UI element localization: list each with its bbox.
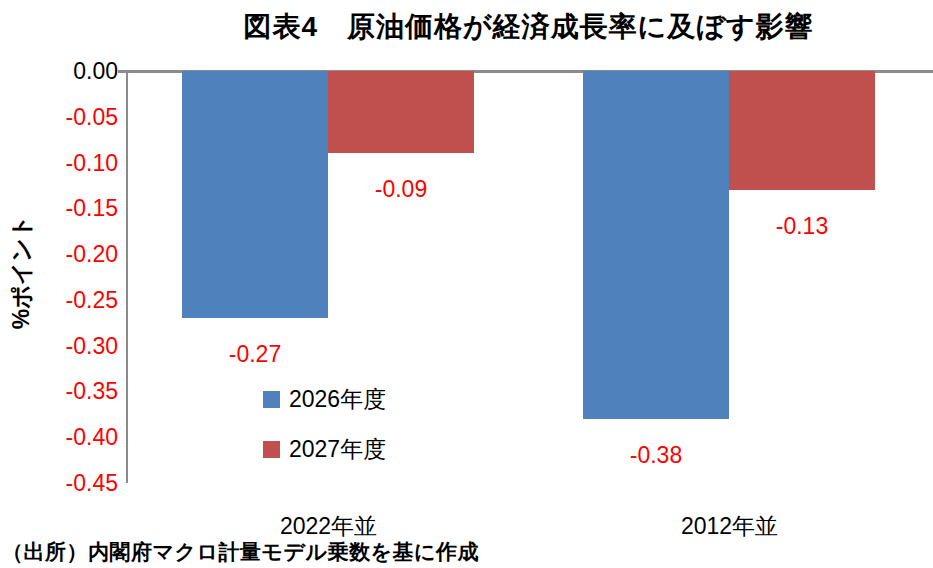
y-axis-tick-label: -0.45 [40, 469, 118, 497]
y-axis-tick-label: -0.30 [40, 332, 118, 360]
y-axis-line [126, 71, 128, 483]
x-category-label: 2012年並 [529, 511, 930, 541]
bar-2027年度 [328, 71, 474, 153]
bar-value-label: -0.38 [583, 442, 729, 468]
y-axis-tick-label: -0.20 [40, 240, 118, 268]
y-axis-tick-label: -0.40 [40, 423, 118, 451]
y-axis-tick-label: -0.25 [40, 286, 118, 314]
y-axis-tick-label: 0.00 [40, 57, 118, 85]
chart-title: 図表4 原油価格が経済成長率に及ぼす影響 [128, 8, 929, 46]
y-axis-tick-label: -0.10 [40, 149, 118, 177]
legend-item: 2026年度 [263, 387, 386, 411]
y-axis-title: %ポイント [6, 192, 34, 352]
y-axis-tick-label: -0.35 [40, 377, 118, 405]
bar-value-label: -0.27 [182, 341, 328, 367]
y-axis-tick-label: -0.05 [40, 103, 118, 131]
bar-2026年度 [583, 71, 729, 419]
legend-label: 2027年度 [289, 437, 386, 461]
bar-2026年度 [182, 71, 328, 318]
y-axis-tick-label: -0.15 [40, 194, 118, 222]
legend-swatch [263, 441, 280, 458]
chart-figure: 図表4 原油価格が経済成長率に及ぼす影響 %ポイント 0.00 -0.05 -0.1… [0, 0, 933, 568]
bar-2027年度 [729, 71, 875, 190]
legend-item: 2027年度 [263, 437, 386, 461]
source-note: （出所）内閣府マクロ計量モデル乗数を基に作成 [2, 538, 922, 566]
x-category-label: 2022年並 [128, 511, 529, 541]
legend-swatch [263, 391, 280, 408]
bar-value-label: -0.09 [328, 176, 474, 202]
bar-value-label: -0.13 [729, 213, 875, 239]
legend-label: 2026年度 [289, 387, 386, 411]
